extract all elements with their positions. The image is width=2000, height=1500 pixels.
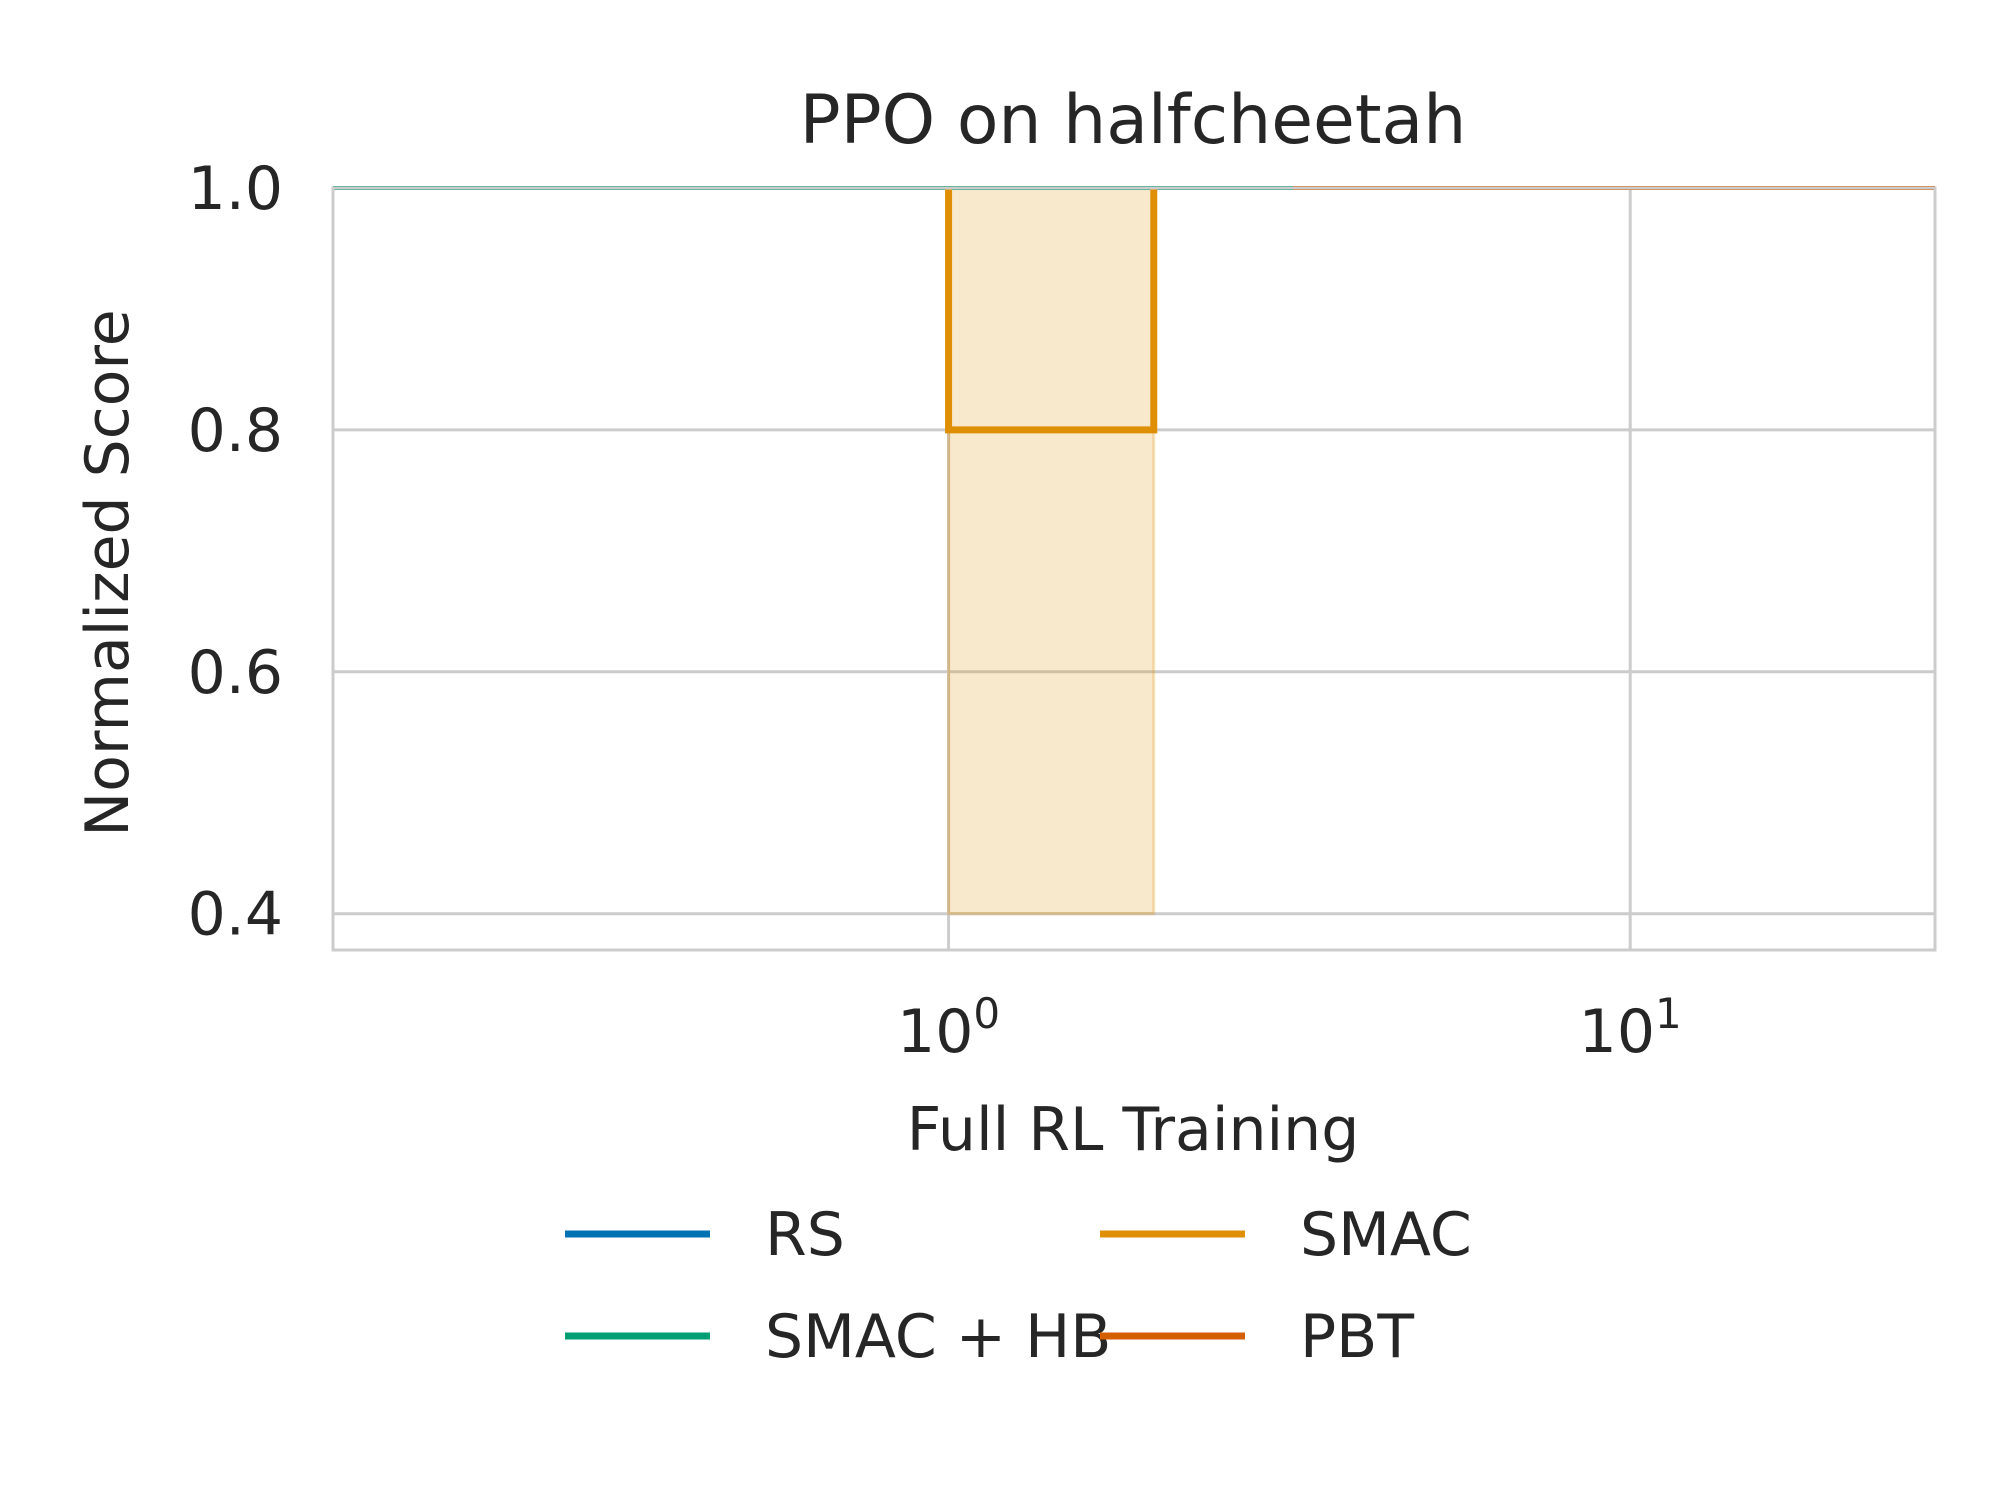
x-tick-exponent: 1 [1655,989,1682,1038]
y-tick-label: 0.4 [188,880,283,950]
plot-area [331,186,1937,952]
confidence-band-layer [947,186,1156,916]
legend-label-smac: SMAC [1300,1200,1472,1270]
legend-label-pbt: PBT [1300,1302,1414,1372]
x-tick-exponent: 0 [973,989,1000,1038]
y-tick-label: 1.0 [188,154,283,224]
x-tick-label: 101 [1579,989,1682,1067]
y-tick-label: 0.8 [188,396,283,466]
legend-label-smac-hb: SMAC + HB [765,1302,1111,1372]
plot-frame [331,186,1937,952]
y-axis-ticks: 0.4 0.6 0.8 1.0 [188,154,283,950]
x-tick-base: 10 [1579,997,1655,1067]
x-axis-ticks: 100 101 [897,989,1682,1067]
x-axis-label: Full RL Training [907,1095,1360,1165]
legend: RS SMAC SMAC + HB PBT [565,1200,1472,1372]
chart-title: PPO on halfcheetah [800,81,1467,160]
series-line-smac [945,188,1158,434]
x-tick-label: 100 [897,989,1000,1067]
confidence-band-smac [947,186,1156,916]
y-tick-label: 0.6 [188,638,283,708]
legend-label-rs: RS [765,1200,845,1270]
x-tick-base: 10 [897,997,973,1067]
y-axis-label: Normalized Score [73,309,143,836]
